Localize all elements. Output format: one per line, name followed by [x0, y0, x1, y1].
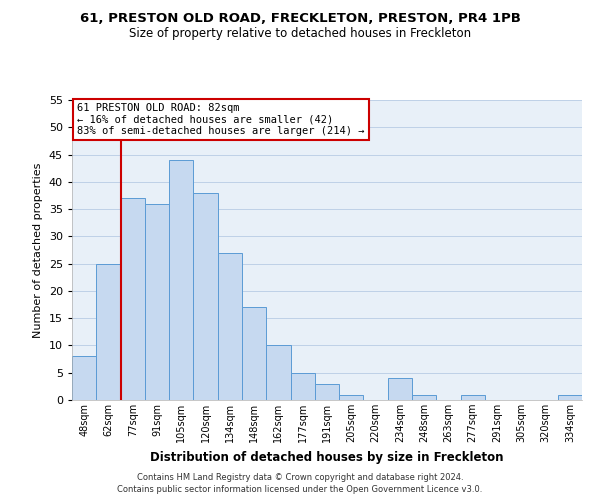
Bar — [121, 198, 145, 400]
Bar — [169, 160, 193, 400]
Bar — [461, 394, 485, 400]
Bar — [96, 264, 121, 400]
Text: 61, PRESTON OLD ROAD, FRECKLETON, PRESTON, PR4 1PB: 61, PRESTON OLD ROAD, FRECKLETON, PRESTO… — [80, 12, 520, 26]
Bar — [315, 384, 339, 400]
Bar — [266, 346, 290, 400]
Bar — [412, 394, 436, 400]
X-axis label: Distribution of detached houses by size in Freckleton: Distribution of detached houses by size … — [150, 450, 504, 464]
Text: Size of property relative to detached houses in Freckleton: Size of property relative to detached ho… — [129, 28, 471, 40]
Bar — [218, 252, 242, 400]
Text: Contains public sector information licensed under the Open Government Licence v3: Contains public sector information licen… — [118, 485, 482, 494]
Bar — [72, 356, 96, 400]
Bar — [145, 204, 169, 400]
Bar — [193, 192, 218, 400]
Bar — [339, 394, 364, 400]
Text: 61 PRESTON OLD ROAD: 82sqm
← 16% of detached houses are smaller (42)
83% of semi: 61 PRESTON OLD ROAD: 82sqm ← 16% of deta… — [77, 103, 365, 136]
Bar — [242, 308, 266, 400]
Bar — [388, 378, 412, 400]
Y-axis label: Number of detached properties: Number of detached properties — [33, 162, 43, 338]
Text: Contains HM Land Registry data © Crown copyright and database right 2024.: Contains HM Land Registry data © Crown c… — [137, 472, 463, 482]
Bar — [290, 372, 315, 400]
Bar — [558, 394, 582, 400]
